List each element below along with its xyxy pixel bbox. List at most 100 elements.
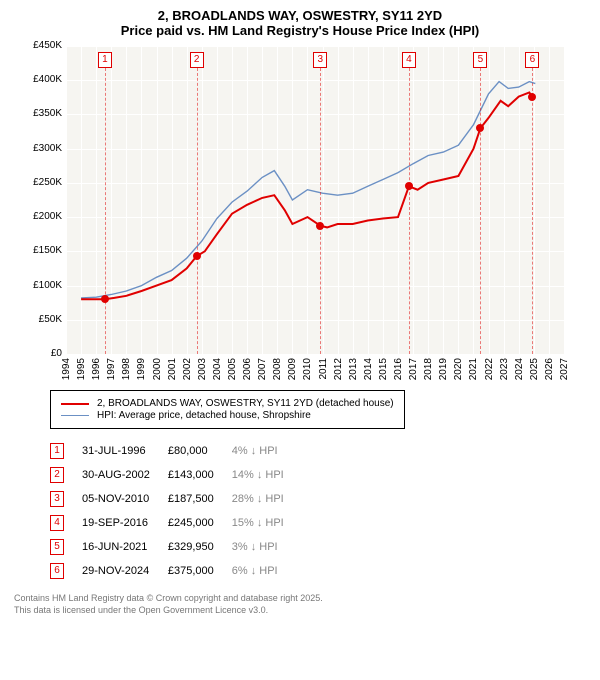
sale-dot [528,93,536,101]
sale-marker-box: 6 [525,52,539,68]
sale-price: £143,000 [168,463,232,487]
table-row: 2 30-AUG-2002£143,00014% ↓ HPI [50,463,302,487]
sale-marker-line [532,68,533,354]
sale-diff: 14% ↓ HPI [232,463,302,487]
x-axis-label: 2009 [287,358,298,380]
x-axis-label: 2004 [212,358,223,380]
sale-date: 19-SEP-2016 [82,511,168,535]
x-axis-label: 2022 [484,358,495,380]
legend-item-hpi: HPI: Average price, detached house, Shro… [61,410,394,421]
legend-label-hpi: HPI: Average price, detached house, Shro… [97,410,311,421]
x-axis-label: 2006 [242,358,253,380]
table-row: 4 19-SEP-2016£245,00015% ↓ HPI [50,511,302,535]
gridline-h [66,354,564,355]
sale-price: £375,000 [168,559,232,583]
sale-marker-box: 3 [313,52,327,68]
sales-table: 131-JUL-1996£80,0004% ↓ HPI230-AUG-2002£… [50,439,302,583]
x-axis-label: 2007 [257,358,268,380]
page: 2, BROADLANDS WAY, OSWESTRY, SY11 2YD Pr… [0,0,600,624]
x-axis-label: 2023 [499,358,510,380]
table-row: 3 05-NOV-2010£187,50028% ↓ HPI [50,487,302,511]
x-axis-label: 1997 [106,358,117,380]
sale-marker-line [320,68,321,354]
footer-attribution: Contains HM Land Registry data © Crown c… [14,593,586,616]
x-axis-label: 1995 [76,358,87,380]
x-axis-label: 2010 [302,358,313,380]
footer-line2: This data is licensed under the Open Gov… [14,605,586,617]
legend-label-property: 2, BROADLANDS WAY, OSWESTRY, SY11 2YD (d… [97,398,394,409]
x-axis-label: 2018 [423,358,434,380]
sale-marker-line [480,68,481,354]
x-axis-label: 2026 [544,358,555,380]
sale-marker-box: 4 [402,52,416,68]
x-axis-label: 2016 [393,358,404,380]
sale-marker-cell: 5 [50,535,82,559]
table-row: 516-JUN-2021£329,9503% ↓ HPI [50,535,302,559]
sale-diff: 28% ↓ HPI [232,487,302,511]
chart-title-block: 2, BROADLANDS WAY, OSWESTRY, SY11 2YD Pr… [10,8,590,38]
sale-marker-cell: 6 [50,559,82,583]
sale-date: 29-NOV-2024 [82,559,168,583]
x-axis-label: 2003 [197,358,208,380]
table-row: 629-NOV-2024£375,0006% ↓ HPI [50,559,302,583]
sale-marker-cell: 1 [50,439,82,463]
series-hpi [81,82,535,298]
sale-dot [193,252,201,260]
sale-marker-icon: 1 [50,443,64,459]
sale-diff: 6% ↓ HPI [232,559,302,583]
x-axis-label: 2025 [529,358,540,380]
x-axis-label: 1996 [91,358,102,380]
sale-marker-cell: 2 [50,463,82,487]
x-axis-label: 1998 [121,358,132,380]
sale-date: 16-JUN-2021 [82,535,168,559]
sale-price: £245,000 [168,511,232,535]
x-axis-label: 2027 [559,358,570,380]
price-chart: £0£50K£100K£150K£200K£250K£300K£350K£400… [24,46,584,384]
sale-diff: 15% ↓ HPI [232,511,302,535]
sale-marker-box: 5 [473,52,487,68]
sale-dot [316,222,324,230]
sale-marker-line [105,68,106,354]
sale-marker-line [409,68,410,354]
sale-marker-box: 1 [98,52,112,68]
sale-marker-icon: 4 [50,515,64,531]
sale-diff: 4% ↓ HPI [232,439,302,463]
x-axis-label: 1999 [136,358,147,380]
sale-date: 31-JUL-1996 [82,439,168,463]
series-property [81,93,535,300]
footer-line1: Contains HM Land Registry data © Crown c… [14,593,586,605]
x-axis-label: 2017 [408,358,419,380]
x-axis-label: 2021 [468,358,479,380]
sale-dot [101,295,109,303]
x-axis-label: 2012 [333,358,344,380]
chart-title-line2: Price paid vs. HM Land Registry's House … [10,23,590,38]
legend-swatch-hpi [61,415,89,416]
x-axis-label: 2015 [378,358,389,380]
x-axis-label: 2002 [182,358,193,380]
sale-dot [405,182,413,190]
legend-swatch-property [61,403,89,405]
x-axis-label: 2013 [348,358,359,380]
sale-dot [476,124,484,132]
sale-date: 30-AUG-2002 [82,463,168,487]
sale-price: £80,000 [168,439,232,463]
sale-marker-icon: 5 [50,539,64,555]
sale-marker-cell: 3 [50,487,82,511]
chart-title-line1: 2, BROADLANDS WAY, OSWESTRY, SY11 2YD [10,8,590,23]
sale-price: £329,950 [168,535,232,559]
table-row: 1 31-JUL-1996£80,0004% ↓ HPI [50,439,302,463]
sale-marker-box: 2 [190,52,204,68]
chart-legend: 2, BROADLANDS WAY, OSWESTRY, SY11 2YD (d… [50,390,405,429]
sale-date: 05-NOV-2010 [82,487,168,511]
x-axis-label: 2001 [167,358,178,380]
gridline-v [564,46,565,354]
sale-marker-icon: 3 [50,491,64,507]
sale-marker-line [197,68,198,354]
x-axis-label: 2020 [453,358,464,380]
x-axis-label: 2011 [318,358,329,380]
x-axis-label: 2005 [227,358,238,380]
x-axis-label: 2000 [152,358,163,380]
x-axis-label: 1994 [61,358,72,380]
sale-marker-icon: 2 [50,467,64,483]
sale-price: £187,500 [168,487,232,511]
